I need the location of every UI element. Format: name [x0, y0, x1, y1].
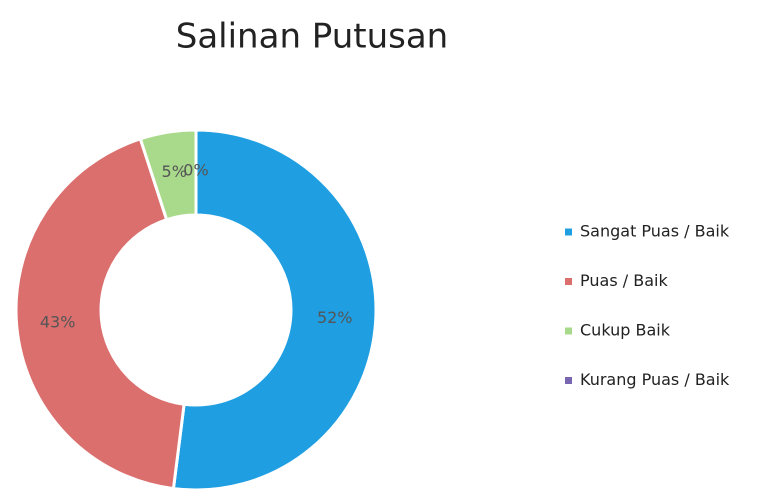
legend-marker [565, 377, 572, 384]
legend-label: Cukup Baik [580, 321, 671, 340]
legend-marker [565, 327, 572, 335]
donut-slice [14, 136, 186, 491]
data-label: 52% [317, 308, 353, 327]
legend-label: Sangat Puas / Baik [580, 222, 730, 241]
legend-label: Kurang Puas / Baik [580, 370, 730, 389]
data-label: 0% [183, 161, 208, 180]
legend-label: Puas / Baik [580, 271, 668, 290]
legend-marker [565, 278, 572, 285]
donut-slice [171, 128, 378, 492]
chart-title: Salinan Putusan [176, 17, 448, 57]
data-label: 5% [162, 162, 187, 181]
legend-marker [565, 228, 572, 236]
data-label: 43% [40, 313, 76, 332]
